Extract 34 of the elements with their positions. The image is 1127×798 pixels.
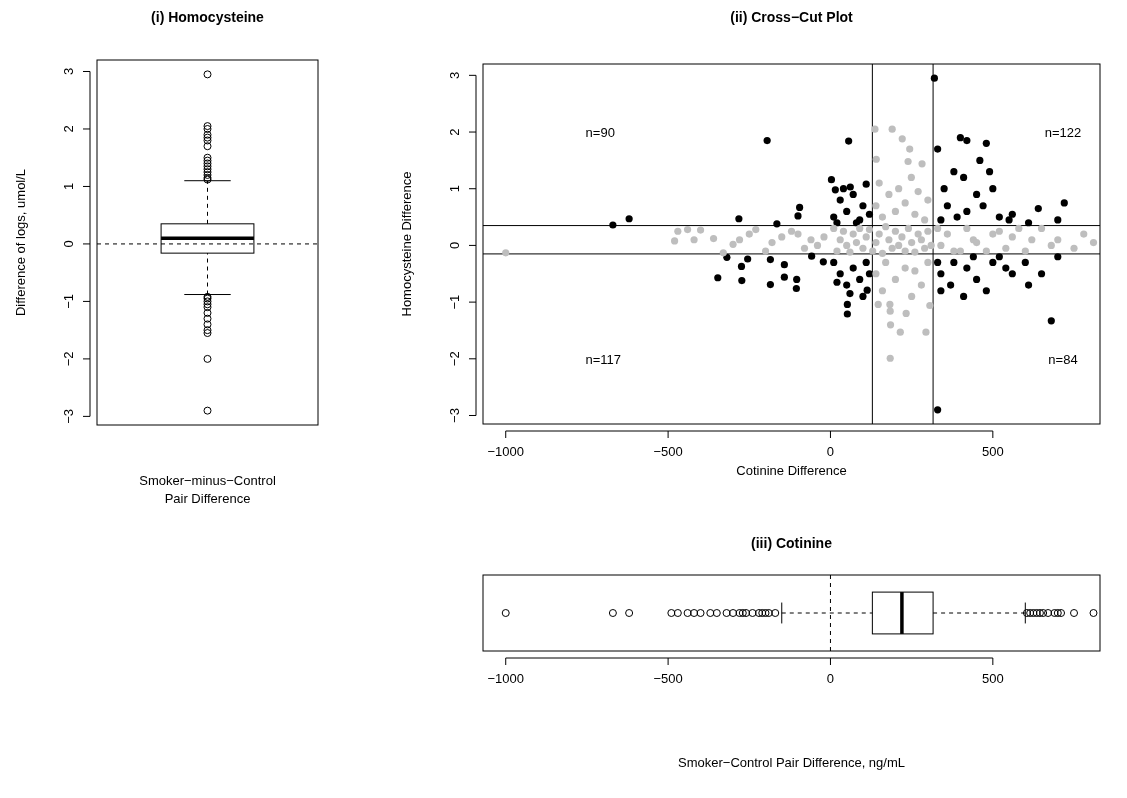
chart-title: (i) Homocysteine [151,9,265,25]
x-tick-label: −1000 [487,671,524,686]
y-axis-title: Homocysteine Difference [399,171,414,317]
y-tick-label: 2 [61,125,76,133]
y-tick-label: −1 [447,294,462,310]
x-axis-title: Smoker−Control Pair Difference, ng/mL [678,755,905,770]
y-tick-label: 0 [61,240,76,248]
y-tick-label: −3 [61,408,76,424]
x-tick-label: −500 [653,444,683,459]
y-tick-label: 2 [447,128,462,136]
y-tick-label: −2 [61,351,76,367]
y-tick-label: −3 [447,408,462,423]
x-tick-label: 500 [981,444,1004,459]
annotation: n=84 [1048,352,1078,368]
x-tick-label: 0 [826,671,835,686]
y-tick-label: 0 [447,241,462,250]
x-tick-label: 500 [981,671,1004,686]
annotation: n=117 [585,352,622,368]
annotation: n=122 [1044,125,1082,141]
y-tick-label: −2 [447,351,462,367]
y-tick-label: 3 [61,67,76,76]
y-axis-title: Difference of logs, umol/L [13,168,28,317]
annotation: n=90 [585,125,615,141]
x-axis-title: Cotinine Difference [736,463,847,478]
x-tick-label: −500 [653,671,683,686]
y-tick-label: 3 [447,71,462,79]
chart-title: (ii) Cross−Cut Plot [730,9,854,25]
y-tick-label: 1 [61,182,76,191]
y-tick-label: −1 [61,294,76,309]
y-tick-label: 1 [447,185,462,193]
x-tick-label: −1000 [487,444,524,459]
chart-title: (iii) Cotinine [751,535,833,551]
x-tick-label: 0 [826,444,835,459]
x-axis-title: Smoker−minus−Control Pair Difference [139,473,276,506]
